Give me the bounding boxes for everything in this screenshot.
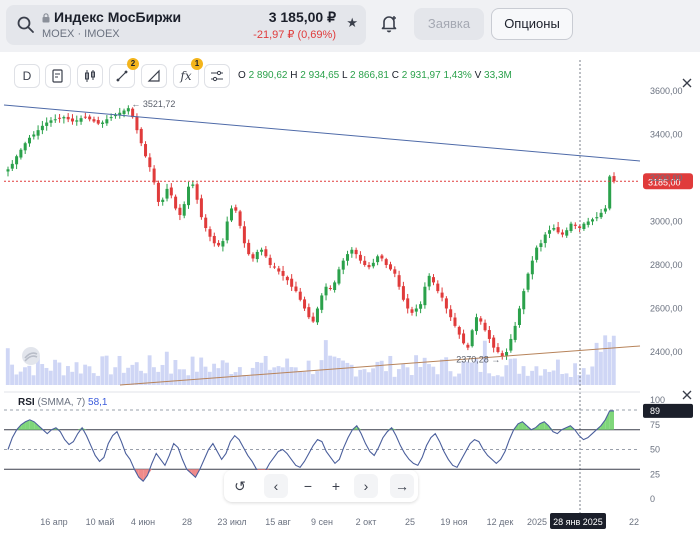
favorite-star-icon[interactable]: ★ [346,15,358,30]
go-to-latest-icon[interactable]: → [390,474,414,498]
chart-panel [0,52,700,537]
rsi-name: RSI [18,397,35,408]
ohlc-l-label: L [342,70,348,81]
rsi-value: 58,1 [88,397,108,408]
chart-navigation: ↺ ‹ − + › → [224,470,418,502]
ticker-change: -21,97 ₽ (0,69%) [253,29,336,41]
chart-settings-button[interactable] [45,64,71,88]
shape-tools-button[interactable] [141,64,167,88]
ruler-icon [147,69,160,82]
ohlc-open: 2 890,62 [248,70,288,81]
watermark-logo-icon [22,347,40,365]
candles-icon [85,70,95,82]
rsi-params: (SMMA, 7) [37,397,86,408]
ohlc-h-label: H [290,70,298,81]
ohlc-close: 2 931,97 [401,70,441,81]
drawing-count-badge: 2 [127,58,139,70]
indicators-count-badge: 1 [191,58,203,70]
options-button[interactable]: Опционы [491,8,573,40]
close-rsi-icon[interactable] [682,390,692,400]
ohlc-o-label: O [238,70,246,81]
search-icon [17,16,34,33]
ticker-exchange: MOEX · IMOEX [42,28,120,40]
zoom-out-icon[interactable]: − [296,474,320,498]
ohlc-v-label: V [474,70,482,81]
order-button[interactable]: Заявка [414,8,484,40]
drawing-tools-button[interactable]: 2 [109,58,139,88]
ohlc-c-label: C [391,70,399,81]
ohlc-change: 1,43% [443,70,472,81]
interval-label: D [22,69,32,83]
ohlc-readout: O 2 890,62 H 2 934,65 L 2 866,81 C 2 931… [238,70,512,81]
ohlc-high: 2 934,65 [300,70,340,81]
ticker-selector[interactable]: Индекс МосБиржи MOEX · IMOEX 3 185,00 ₽ … [6,5,366,45]
close-chart-icon[interactable] [682,78,692,88]
reset-view-icon[interactable]: ↺ [228,474,252,498]
scroll-right-icon[interactable]: › [354,474,378,498]
ohlc-low: 2 866,81 [350,70,389,81]
top-bar: Индекс МосБиржи MOEX · IMOEX 3 185,00 ₽ … [0,0,700,50]
document-chart-icon [52,69,63,83]
zoom-in-icon[interactable]: + [324,474,348,498]
sliders-icon [211,70,223,82]
scroll-left-icon[interactable]: ‹ [264,474,288,498]
ohlc-volume: 33,3M [484,70,512,81]
rsi-legend: RSI (SMMA, 7) 58,1 [18,397,107,408]
indicators-button[interactable]: fx 1 [173,58,203,88]
alert-bell-icon[interactable] [378,12,400,34]
lock-icon [42,13,50,23]
ticker-price: 3 185,00 ₽ [268,9,336,25]
interval-button[interactable]: D [14,64,40,88]
fx-icon: fx [180,69,192,83]
trendline-icon [116,70,128,82]
ticker-name: Индекс МосБиржи [54,9,182,25]
chart-options-button[interactable] [204,64,230,88]
chart-type-button[interactable] [77,64,103,88]
